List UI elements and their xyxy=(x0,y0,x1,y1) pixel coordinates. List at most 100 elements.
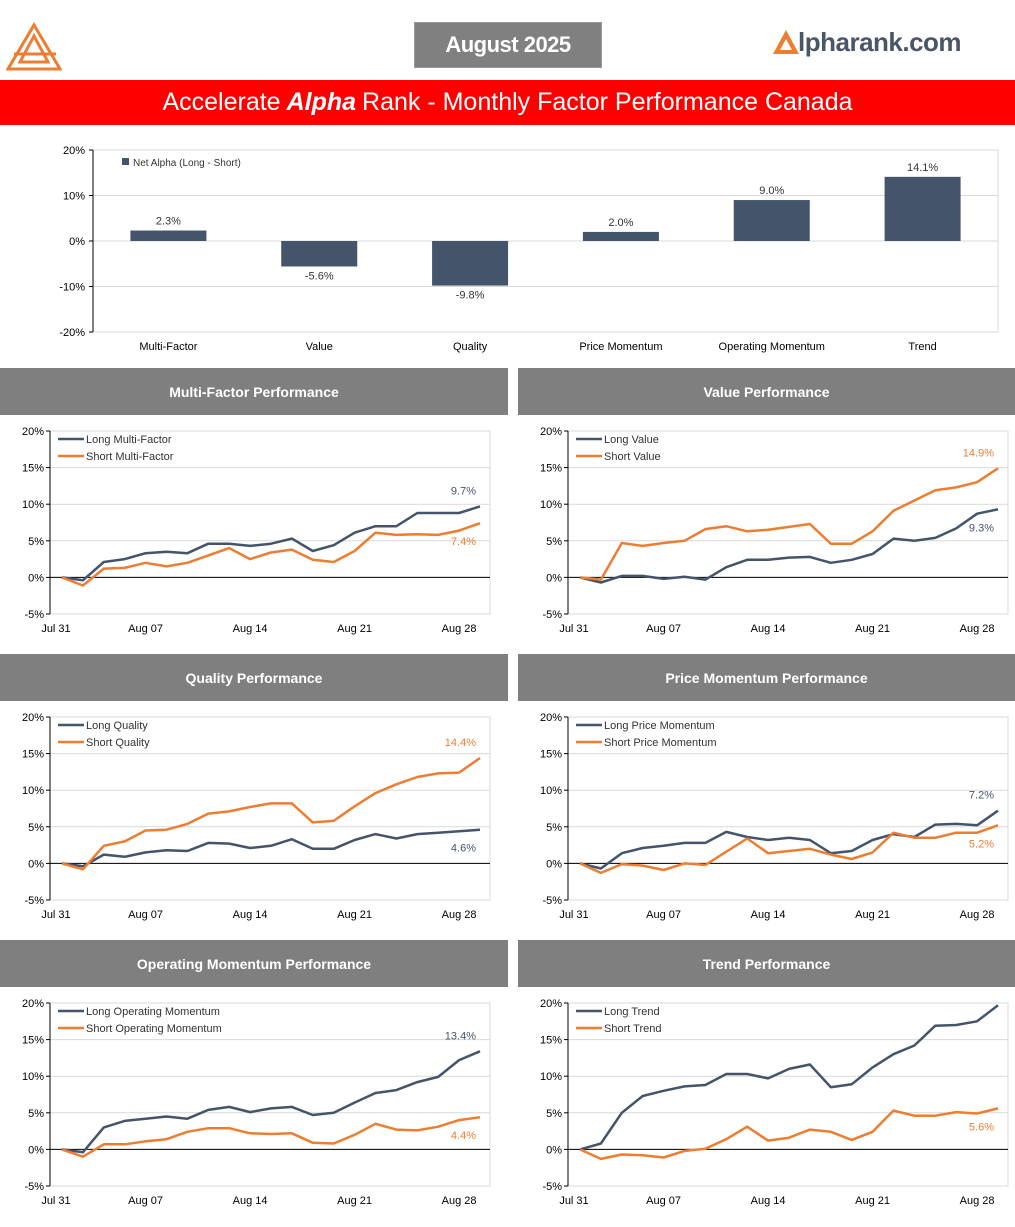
series-line-short xyxy=(62,523,480,585)
y-tick-label: 10% xyxy=(22,785,44,797)
y-tick-label: 20% xyxy=(63,145,85,157)
x-tick-label: Aug 21 xyxy=(337,1195,372,1207)
bar-price-momentum xyxy=(583,232,659,241)
end-value-label: 9.3% xyxy=(969,522,994,534)
x-tick-label: Aug 21 xyxy=(337,623,372,635)
bar-operating-momentum xyxy=(734,200,810,241)
series-line-short xyxy=(580,1108,998,1159)
legend-label: Short Value xyxy=(604,451,661,463)
x-tick-label: Aug 14 xyxy=(751,623,786,635)
legend-label: Short Quality xyxy=(86,737,150,749)
y-tick-label: 5% xyxy=(28,536,44,548)
end-value-label: 14.4% xyxy=(445,737,476,749)
bar-value-label: 2.3% xyxy=(156,216,181,228)
y-tick-label: -5% xyxy=(24,895,44,907)
panel-title: Quality Performance xyxy=(0,654,508,701)
title-suffix: Rank - Monthly Factor Performance Canada xyxy=(362,88,853,117)
x-tick-label: Aug 07 xyxy=(128,909,163,921)
panel-title: Operating Momentum Performance xyxy=(0,940,508,987)
y-tick-label: 10% xyxy=(540,499,562,511)
x-tick-label: Aug 14 xyxy=(233,1195,268,1207)
end-value-label: 5.6% xyxy=(969,1121,994,1133)
bar-multi-factor xyxy=(130,231,206,241)
end-value-label: 13.4% xyxy=(445,1030,476,1042)
end-value-label: 7.2% xyxy=(969,790,994,802)
y-tick-label: -5% xyxy=(24,609,44,621)
y-tick-label: 10% xyxy=(22,499,44,511)
brand-logo: lpharank.com xyxy=(772,26,961,58)
y-tick-label: -5% xyxy=(542,1181,562,1193)
y-tick-label: 15% xyxy=(540,749,562,761)
y-tick-label: 15% xyxy=(22,463,44,475)
legend-label: Short Multi-Factor xyxy=(86,451,174,463)
y-tick-label: 15% xyxy=(540,1035,562,1047)
x-tick-label: Aug 14 xyxy=(751,1195,786,1207)
end-value-label: 5.2% xyxy=(969,838,994,850)
legend-label: Short Price Momentum xyxy=(604,737,716,749)
y-tick-label: 10% xyxy=(22,1071,44,1083)
x-tick-label: Aug 21 xyxy=(855,623,890,635)
x-tick-label: Aug 28 xyxy=(960,1195,995,1207)
x-tick-label: Jul 31 xyxy=(41,909,70,921)
y-tick-label: 0% xyxy=(69,236,85,248)
series-line-long xyxy=(62,506,480,580)
net-alpha-bar-chart: 20%10%0%-10%-20%Net Alpha (Long - Short)… xyxy=(0,135,1015,360)
y-tick-label: 0% xyxy=(28,1144,44,1156)
y-tick-label: 20% xyxy=(22,998,44,1010)
panel-title: Trend Performance xyxy=(518,940,1015,987)
y-tick-label: 15% xyxy=(22,749,44,761)
x-tick-label: Aug 28 xyxy=(442,909,477,921)
x-category-label: Value xyxy=(306,341,333,353)
x-category-label: Quality xyxy=(453,341,488,353)
y-tick-label: 20% xyxy=(540,712,562,724)
legend-label: Short Operating Momentum xyxy=(86,1023,222,1035)
x-category-label: Trend xyxy=(908,341,936,353)
x-tick-label: Aug 21 xyxy=(337,909,372,921)
bar-value-label: -9.8% xyxy=(456,290,485,302)
y-tick-label: -10% xyxy=(59,282,85,294)
end-value-label: 4.6% xyxy=(451,843,476,855)
x-tick-label: Aug 07 xyxy=(646,909,681,921)
legend-label: Long Price Momentum xyxy=(604,720,715,732)
y-tick-label: 5% xyxy=(546,822,562,834)
end-value-label: 14.9% xyxy=(963,447,994,459)
x-category-label: Price Momentum xyxy=(579,341,662,353)
x-tick-label: Aug 07 xyxy=(646,1195,681,1207)
y-tick-label: 5% xyxy=(28,1108,44,1120)
y-tick-label: 10% xyxy=(540,785,562,797)
end-value-label: 7.4% xyxy=(451,536,476,548)
bar-trend xyxy=(885,177,961,241)
x-tick-label: Aug 14 xyxy=(751,909,786,921)
y-tick-label: 20% xyxy=(22,712,44,724)
series-line-short xyxy=(62,1117,480,1157)
x-tick-label: Aug 21 xyxy=(855,1195,890,1207)
y-tick-label: 5% xyxy=(546,536,562,548)
bar-value-label: -5.6% xyxy=(305,270,334,282)
brand-text: lpharank.com xyxy=(798,27,961,58)
x-tick-label: Aug 28 xyxy=(960,623,995,635)
bar-value-label: 14.1% xyxy=(907,162,938,174)
legend-label: Long Value xyxy=(604,434,659,446)
y-tick-label: 10% xyxy=(63,191,85,203)
legend-swatch xyxy=(122,158,129,165)
panel-title: Value Performance xyxy=(518,368,1015,415)
series-line-long xyxy=(62,830,480,867)
x-category-label: Multi-Factor xyxy=(139,341,197,353)
x-tick-label: Aug 14 xyxy=(233,623,268,635)
bar-value-label: 2.0% xyxy=(608,217,633,229)
brand-a-icon xyxy=(772,28,800,56)
panel-title: Multi-Factor Performance xyxy=(0,368,508,415)
y-tick-label: 0% xyxy=(28,858,44,870)
x-tick-label: Aug 28 xyxy=(442,623,477,635)
x-tick-label: Aug 28 xyxy=(960,909,995,921)
legend-label: Long Operating Momentum xyxy=(86,1006,220,1018)
x-tick-label: Aug 14 xyxy=(233,909,268,921)
series-line-short xyxy=(62,758,480,869)
x-tick-label: Jul 31 xyxy=(559,1195,588,1207)
x-tick-label: Aug 28 xyxy=(442,1195,477,1207)
